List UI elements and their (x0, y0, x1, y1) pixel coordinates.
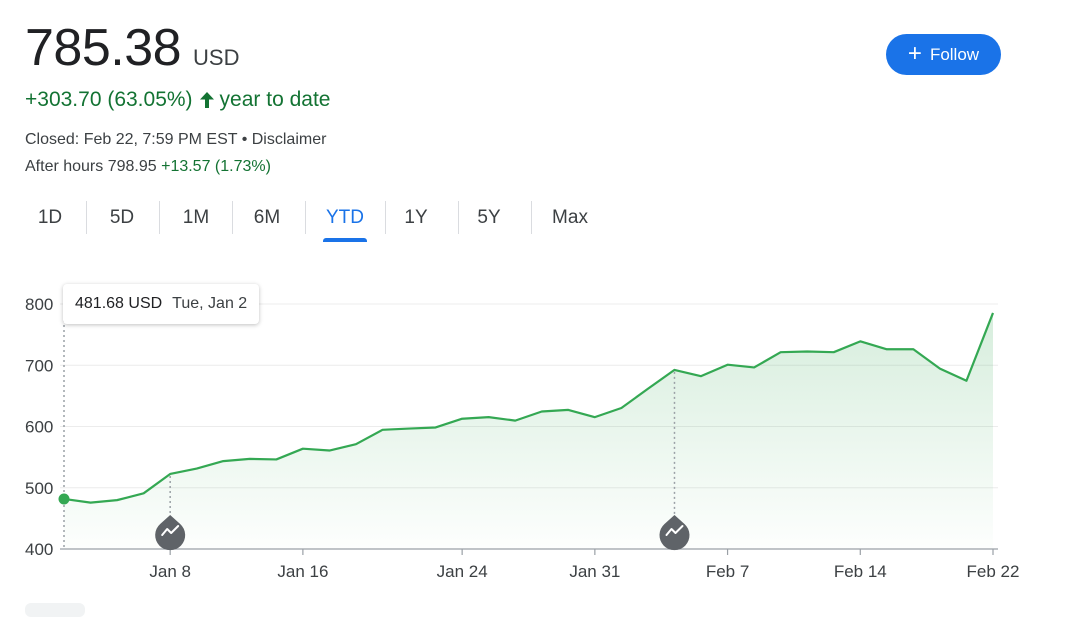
tooltip-value: 481.68 USD (75, 295, 163, 312)
tab-6m[interactable]: 6M (236, 198, 298, 242)
tab-1y[interactable]: 1Y (386, 198, 446, 242)
plus-icon: + (907, 39, 922, 67)
follow-button[interactable]: + Follow (886, 34, 1001, 75)
x-tick-label: Jan 31 (569, 562, 620, 581)
news-trend-icon[interactable] (155, 515, 186, 551)
y-tick-label: 500 (25, 479, 53, 498)
tab-divider (385, 201, 386, 234)
tab-divider (86, 201, 87, 234)
tab-label: 1Y (404, 207, 428, 228)
price-chart[interactable]: 400 500 600 700 800 Jan 8 Jan 16 Jan 24 Jan 31 F… (0, 270, 1080, 600)
x-tick-label: Feb 22 (967, 562, 1020, 581)
tooltip-date: Tue, Jan 2 (172, 295, 248, 312)
tab-divider (531, 201, 532, 234)
price-change-row: +303.70 (63.05%) year to date (25, 88, 330, 112)
event-pin-trend-glyph (665, 525, 684, 536)
hover-point (58, 493, 70, 505)
y-tick-label: 700 (25, 356, 53, 375)
closed-disclaimer: Closed: Feb 22, 7:59 PM EST • Disclaimer (25, 131, 327, 148)
price-line (63, 312, 995, 504)
x-tick-label: Jan 8 (149, 562, 191, 581)
active-tab-indicator (323, 238, 367, 242)
price-change: +303.70 (63.05%) (25, 88, 193, 111)
bottom-partial-control (25, 603, 85, 617)
tab-divider (458, 201, 459, 234)
x-tick-label: Feb 7 (706, 562, 749, 581)
x-tick-label: Feb 14 (834, 562, 887, 581)
y-tick-label: 400 (25, 540, 53, 559)
tab-ytd[interactable]: YTD (314, 198, 376, 242)
after-hours-row: After hours 798.95 +13.57 (1.73%) (25, 158, 271, 176)
y-tick-label: 800 (25, 295, 53, 314)
price-header: 785.38 USD (25, 18, 240, 78)
after-hours-change: +13.57 (1.73%) (161, 158, 271, 175)
arrow-up-icon (199, 91, 215, 109)
tab-label: 5Y (477, 207, 501, 228)
chart-tooltip: 481.68 USD Tue, Jan 2 (63, 284, 260, 324)
tab-5d[interactable]: 5D (92, 198, 152, 242)
currency-label: USD (193, 45, 240, 70)
tab-label: 6M (253, 207, 281, 228)
tab-divider (305, 201, 306, 234)
tab-label: 5D (109, 207, 135, 228)
tab-divider (232, 201, 233, 234)
tab-label: 1D (37, 207, 63, 228)
news-trend-icon[interactable] (659, 515, 690, 551)
current-price: 785.38 (25, 19, 182, 77)
tab-1m[interactable]: 1M (165, 198, 227, 242)
tab-label: 1M (182, 207, 210, 228)
y-tick-label: 600 (25, 418, 53, 437)
price-area (64, 312, 993, 549)
tab-max[interactable]: Max (538, 198, 602, 242)
follow-label: Follow (929, 44, 980, 64)
after-hours-price: After hours 798.95 (25, 158, 157, 175)
tab-5y[interactable]: 5Y (459, 198, 519, 242)
tab-1d[interactable]: 1D (20, 198, 80, 242)
tab-divider (159, 201, 160, 234)
tab-label: YTD (326, 207, 364, 228)
x-tick-label: Jan 24 (437, 562, 488, 581)
tab-label: Max (552, 207, 588, 228)
period-label: year to date (219, 88, 331, 111)
event-pin-trend-glyph (161, 525, 180, 536)
x-tick-label: Jan 16 (277, 562, 328, 581)
